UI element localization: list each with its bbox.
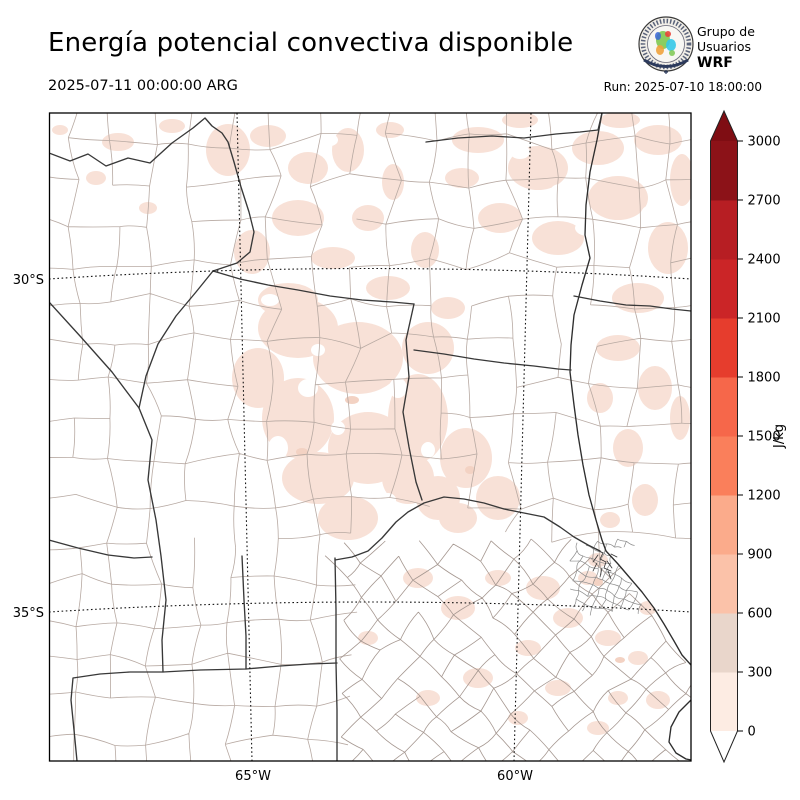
colorbar-tick-label: 300 [748,666,773,681]
gridline-65w [236,113,253,761]
colorbar-band [710,377,738,437]
page-title: Energía potencial convectiva disponible [48,28,574,58]
colorbar-tick-label: 1500 [748,430,781,445]
map-frame [48,112,692,762]
coastline-rio-de-la-plata [605,550,691,666]
lat-label-35s: 35°S [13,606,44,621]
border-santafe-diagonal [413,349,572,371]
colorbar-band [710,436,738,496]
logo-ring-text [640,18,692,70]
border-larioja-sw [138,270,214,409]
logo-line-3: WRF [697,54,733,71]
wrf-users-group-logo [638,16,694,74]
colorbar-tick-label: 1800 [748,371,781,386]
cape-shading-layer [49,113,691,761]
border-parana-river [569,113,607,552]
colorbar-tick-label: 600 [748,607,773,622]
province-boundaries [49,113,691,761]
colorbar-tick-label: 3000 [748,135,781,150]
logo-line-1: Grupo de [697,24,755,39]
colorbar-unit-label: J/kg [772,424,787,449]
logo-map-blue [655,32,661,40]
border-santiago-chaco [425,113,603,143]
colorbar-tick-label: 0 [748,725,756,740]
logo-text: Grupo de Usuarios WRF [697,24,755,72]
lat-label-30s: 30°S [13,273,44,288]
logo-cross [664,70,668,74]
buenosaires-city-cluster [592,548,618,580]
colorbar-band [710,318,738,378]
gridline-30s [49,267,691,280]
colorbar-band [710,259,738,319]
lon-label-60w: 60°W [497,769,533,784]
logo-line-2: Usuarios [697,39,752,55]
graticule [49,113,691,761]
colorbar-tick-label: 2700 [748,194,781,209]
colorbar-tick-label: 900 [748,548,773,563]
border-sanjuan-mendoza [49,301,167,673]
border-lapampa [70,662,338,761]
colorbar-band [710,554,738,614]
run-datetime-label: Run: 2025-07-10 18:00:00 [603,80,762,94]
logo-map-red [665,31,671,37]
colorbar-under-arrow [710,731,738,762]
logo-map-cyan [666,39,676,51]
border-cordoba-sanluis [241,555,247,670]
colorbar-band [710,672,738,732]
colorbar-band [710,495,738,555]
border-nw-zigzag [49,117,255,272]
colorbar-over-arrow [710,111,738,141]
colorbar-band [710,200,738,260]
colorbar-tick-label: 2100 [748,312,781,327]
colorbar: 0 300 600 900 1200 1500 1800 2100 2400 2700 3000 J/… [710,109,787,764]
colorbar-tick-label: 1200 [748,489,781,504]
valid-datetime-label: 2025-07-11 00:00:00 ARG [48,78,238,94]
border-cordoba-santafe [402,303,423,501]
border-buenosaires-north [334,496,601,561]
colorbar-band [710,613,738,673]
border-mendoza-west [49,539,153,559]
border-cordoba-north [212,270,415,305]
gridline-60w [513,113,532,761]
logo-laurel [643,58,689,68]
gridline-35s [49,601,691,613]
lon-label-65w: 65°W [235,769,271,784]
border-entrerios-north [573,295,691,312]
border-buenosaires-west [334,557,338,761]
colorbar-tick-label: 2400 [748,253,781,268]
coastline-samborombon-bay [668,699,691,761]
logo-map-orange [656,45,664,55]
colorbar-band [710,141,738,201]
